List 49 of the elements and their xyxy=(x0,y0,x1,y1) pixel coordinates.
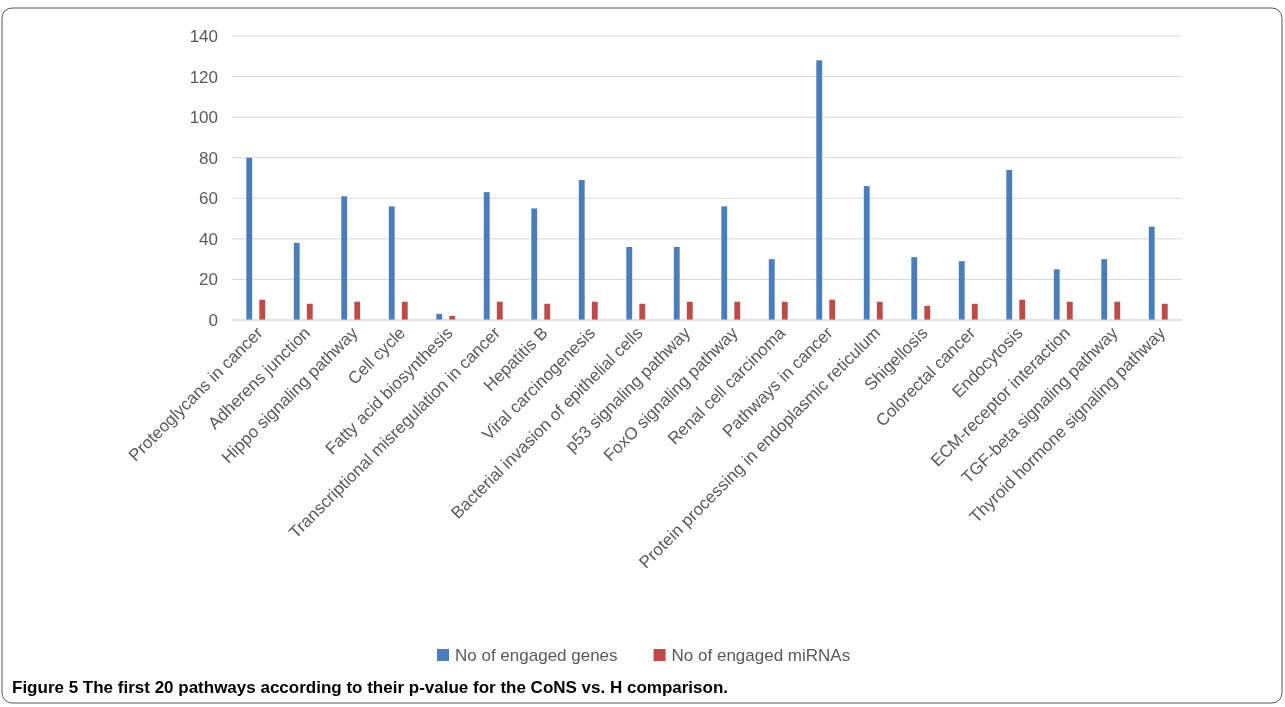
bar xyxy=(591,301,598,320)
bar xyxy=(863,186,870,320)
bar xyxy=(306,303,313,320)
bar xyxy=(721,206,728,320)
bar xyxy=(816,60,823,320)
y-tick-label: 60 xyxy=(199,189,218,209)
bar xyxy=(354,301,361,320)
bar xyxy=(483,192,490,320)
legend-label: No of engaged genes xyxy=(455,646,618,665)
bar xyxy=(259,299,266,320)
bar xyxy=(686,301,693,320)
bar xyxy=(626,246,633,320)
bar xyxy=(781,301,788,320)
y-tick-label: 140 xyxy=(189,26,218,46)
bar xyxy=(1148,226,1155,320)
bar xyxy=(388,206,395,320)
bar xyxy=(293,242,300,320)
y-tick-label: 100 xyxy=(189,108,218,128)
bar xyxy=(829,299,836,320)
bar xyxy=(544,303,551,320)
bar xyxy=(246,157,253,320)
y-tick-label: 80 xyxy=(199,148,218,168)
bar xyxy=(673,246,680,320)
bar xyxy=(971,303,978,320)
bar xyxy=(496,301,503,320)
bar xyxy=(1053,269,1060,320)
bar xyxy=(924,305,931,320)
y-tick-label: 20 xyxy=(199,270,218,290)
bar xyxy=(958,261,965,320)
bar xyxy=(1006,169,1013,320)
legend-label: No of engaged miRNAs xyxy=(671,646,851,665)
bar xyxy=(401,301,408,320)
bar xyxy=(1101,259,1108,320)
bar xyxy=(1161,303,1168,320)
text: Figure 5 The first 20 pathways according to their p-value for the CoNS vs. H comparison. xyxy=(12,678,729,697)
bar xyxy=(911,257,918,320)
bar xyxy=(639,303,646,320)
bar xyxy=(768,259,775,320)
bar xyxy=(341,196,348,320)
bar xyxy=(734,301,741,320)
y-tick-label: 120 xyxy=(189,67,218,87)
bar xyxy=(1066,301,1073,320)
bar xyxy=(531,208,538,320)
bar xyxy=(876,301,883,320)
y-tick-label: 40 xyxy=(199,229,218,249)
bar xyxy=(1019,299,1026,320)
y-tick-label: 0 xyxy=(208,310,218,330)
bar xyxy=(1114,301,1121,320)
bar xyxy=(578,180,585,320)
